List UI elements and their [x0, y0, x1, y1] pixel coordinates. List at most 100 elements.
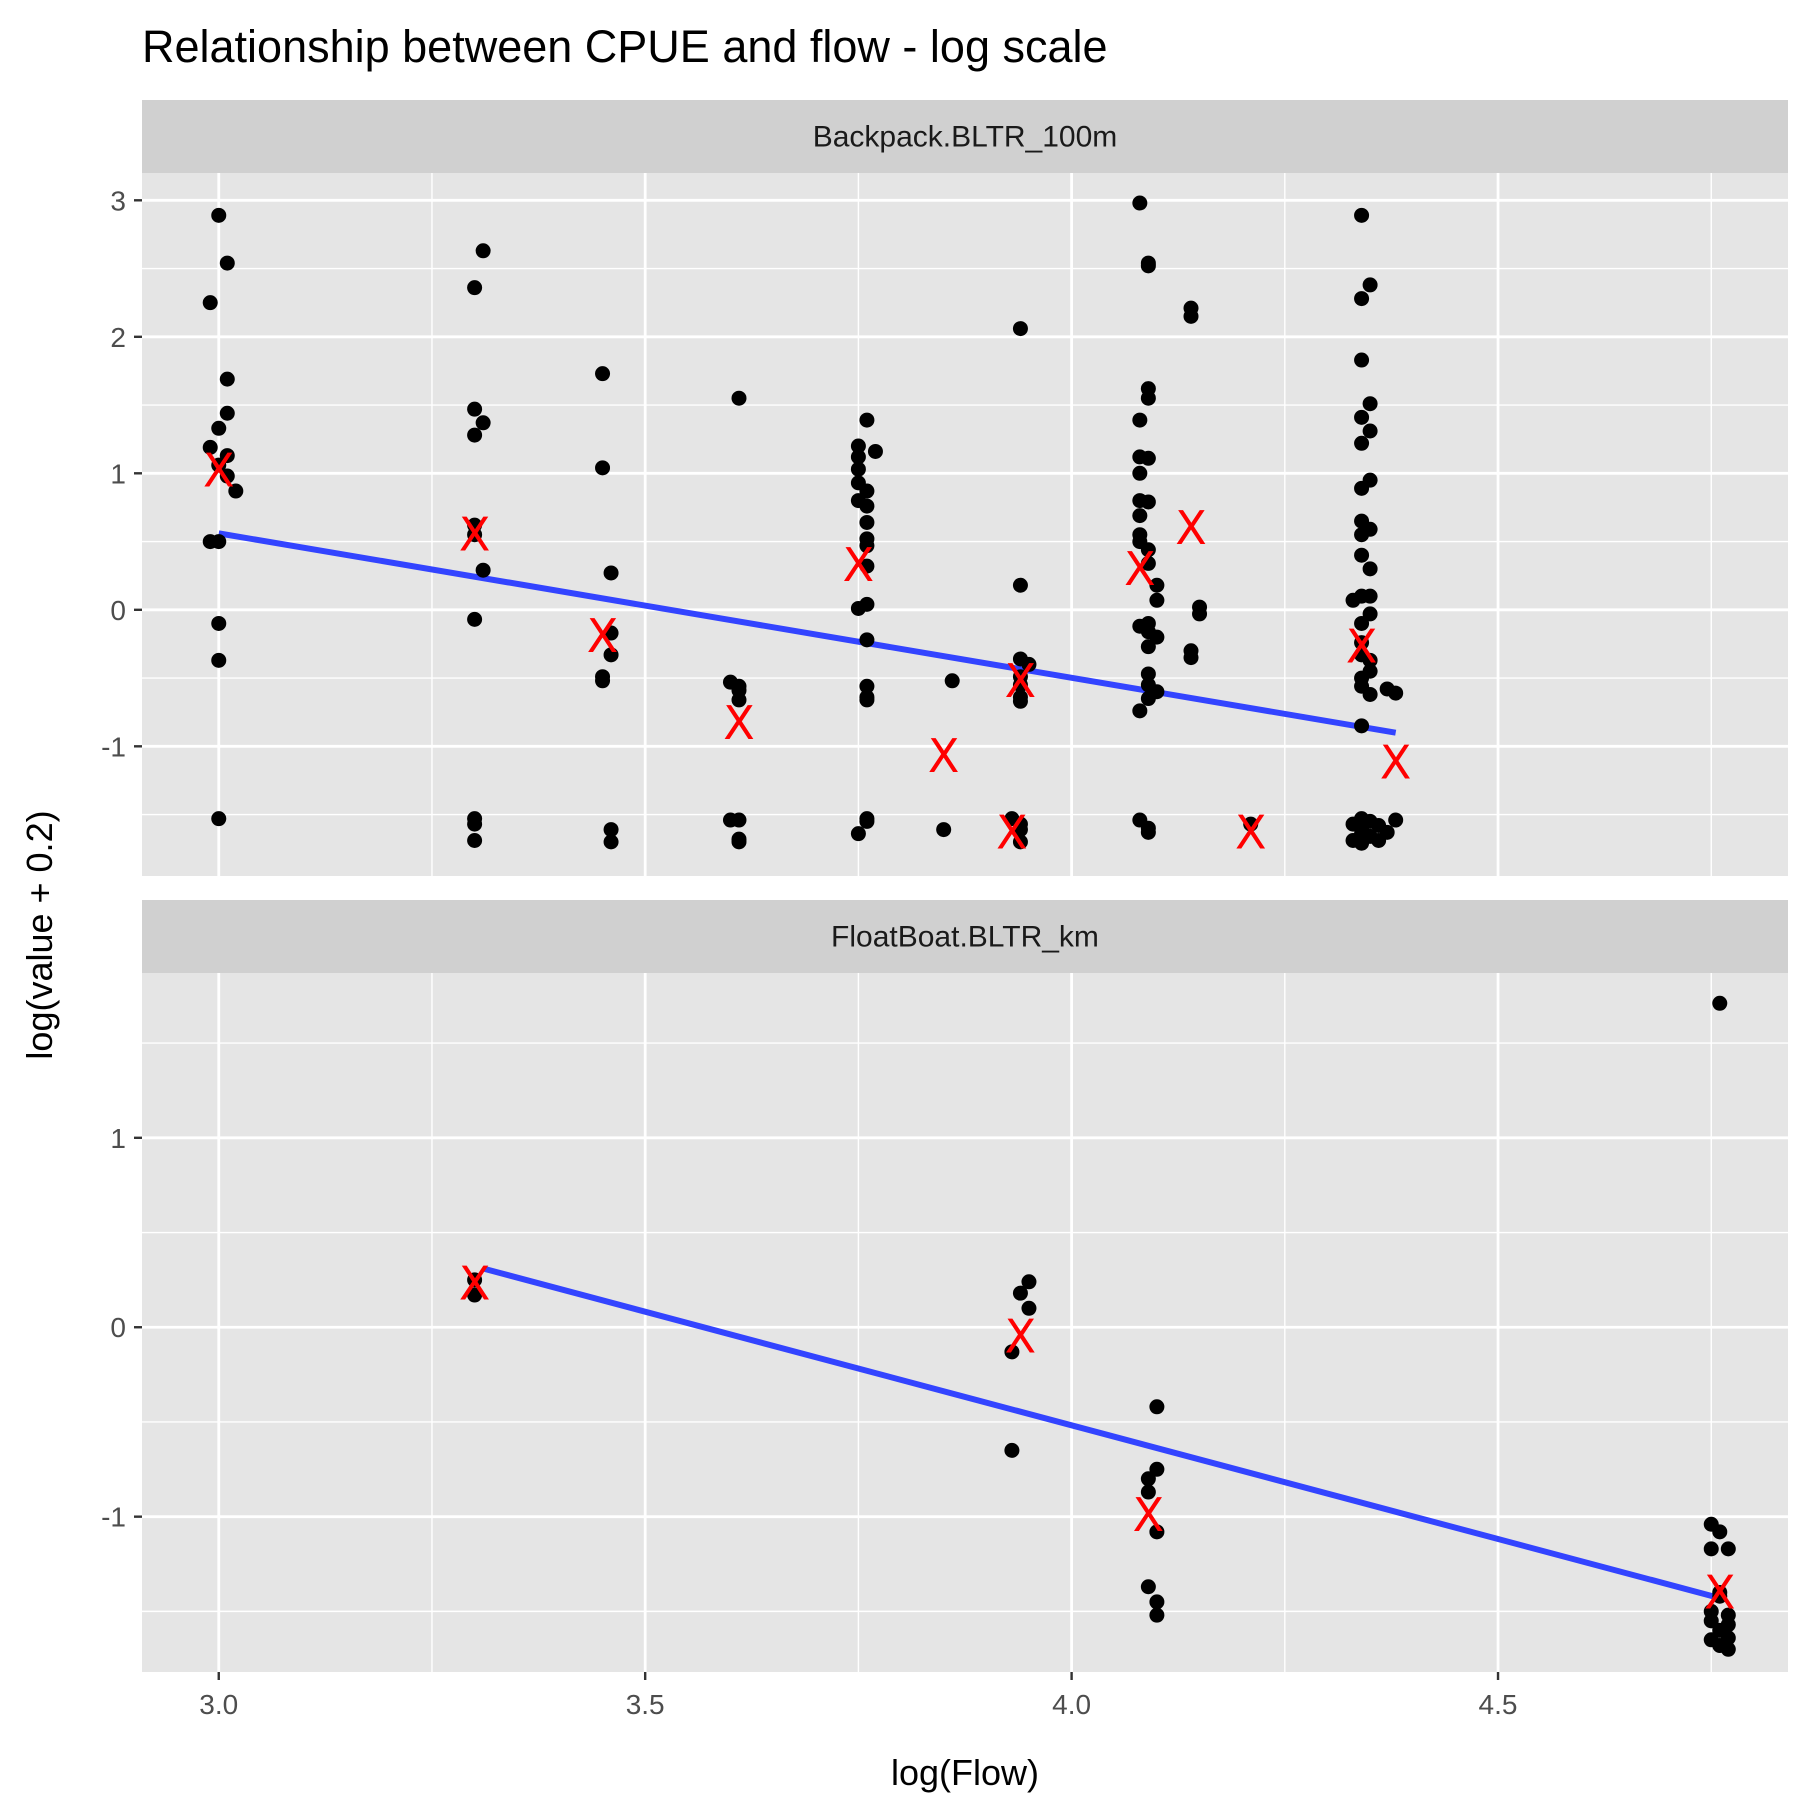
data-point [211, 615, 227, 631]
data-point [1362, 588, 1378, 604]
data-point [1149, 629, 1165, 645]
fit-line [218, 530, 1397, 736]
data-point [1140, 639, 1156, 655]
data-point [1720, 1541, 1736, 1557]
data-point [202, 439, 218, 455]
data-point [731, 390, 747, 406]
x-tick-label: 3.5 [626, 1689, 665, 1720]
data-point [211, 420, 227, 436]
data-point [1354, 635, 1370, 651]
data-point [1720, 1617, 1736, 1633]
data-point [475, 562, 491, 578]
data-point [467, 816, 483, 832]
data-point [1140, 824, 1156, 840]
data-point [1140, 542, 1156, 558]
data-point [859, 813, 875, 829]
data-point [1362, 561, 1378, 577]
data-point [850, 826, 866, 842]
data-point [1362, 277, 1378, 293]
data-point [603, 625, 619, 641]
y-tick-label: 3 [110, 185, 126, 216]
data-point [211, 811, 227, 827]
data-point [1012, 677, 1028, 693]
data-point [219, 448, 235, 464]
data-point [219, 405, 235, 421]
data-point [1354, 352, 1370, 368]
facet-strip-label: FloatBoat.BLTR_km [831, 921, 1099, 954]
mean-marker: X [843, 538, 875, 592]
fit-line [482, 1265, 1721, 1602]
data-point [859, 498, 875, 514]
data-point [467, 1272, 483, 1288]
data-point [1149, 592, 1165, 608]
data-point [1012, 834, 1028, 850]
y-tick-label: 0 [110, 595, 126, 626]
mean-marker: X [996, 805, 1028, 859]
data-point [859, 412, 875, 428]
x-tick-label: 3.0 [199, 1689, 238, 1720]
data-point [1140, 1471, 1156, 1487]
data-point [1354, 527, 1370, 543]
data-point [1354, 291, 1370, 307]
mean-marker: X [1380, 736, 1412, 790]
data-point [1140, 691, 1156, 707]
data-point [1720, 1630, 1736, 1646]
mean-marker: X [1235, 805, 1267, 859]
data-point [731, 812, 747, 828]
data-point [1004, 1442, 1020, 1458]
x-axis-title: log(Flow) [891, 1752, 1039, 1793]
data-point [1354, 718, 1370, 734]
mean-marker: X [928, 729, 960, 783]
data-point [1703, 1541, 1719, 1557]
x-tick-label: 4.5 [1479, 1689, 1518, 1720]
data-point [228, 483, 244, 499]
data-point [1149, 1607, 1165, 1623]
data-point [1140, 494, 1156, 510]
mean-marker: X [1124, 542, 1156, 596]
data-point [1183, 650, 1199, 666]
data-point [850, 438, 866, 454]
data-point [1388, 812, 1404, 828]
data-point [1149, 1524, 1165, 1540]
data-point [1140, 258, 1156, 274]
data-point [1012, 822, 1028, 838]
data-point [1712, 995, 1728, 1011]
mean-marker: X [1346, 620, 1378, 674]
data-point [1362, 652, 1378, 668]
data-point [1004, 1344, 1020, 1360]
data-point [1183, 308, 1199, 324]
data-point [1012, 321, 1028, 337]
data-point [219, 371, 235, 387]
data-point [859, 538, 875, 554]
data-point [467, 833, 483, 849]
data-point [1132, 412, 1148, 428]
data-point [1140, 390, 1156, 406]
facet-strip [142, 100, 1788, 173]
y-tick-label: 1 [110, 1123, 126, 1154]
data-point [1012, 1285, 1028, 1301]
data-point [467, 427, 483, 443]
data-point [731, 692, 747, 708]
data-point [467, 527, 483, 543]
data-point [731, 834, 747, 850]
data-point [859, 692, 875, 708]
y-tick-label: -1 [101, 1502, 126, 1533]
mean-marker: X [1005, 654, 1037, 708]
data-point [211, 457, 227, 473]
data-point [859, 514, 875, 530]
data-point [850, 449, 866, 465]
data-point [1140, 450, 1156, 466]
data-point [1354, 207, 1370, 223]
data-point [467, 401, 483, 417]
y-axis-title: log(value + 0.2) [19, 810, 60, 1059]
data-point [1354, 480, 1370, 496]
data-point [859, 558, 875, 574]
data-point [1354, 615, 1370, 631]
data-point [859, 632, 875, 648]
data-point [595, 460, 611, 476]
mean-marker: X [587, 609, 619, 663]
data-point [1362, 396, 1378, 412]
data-point [936, 822, 952, 838]
